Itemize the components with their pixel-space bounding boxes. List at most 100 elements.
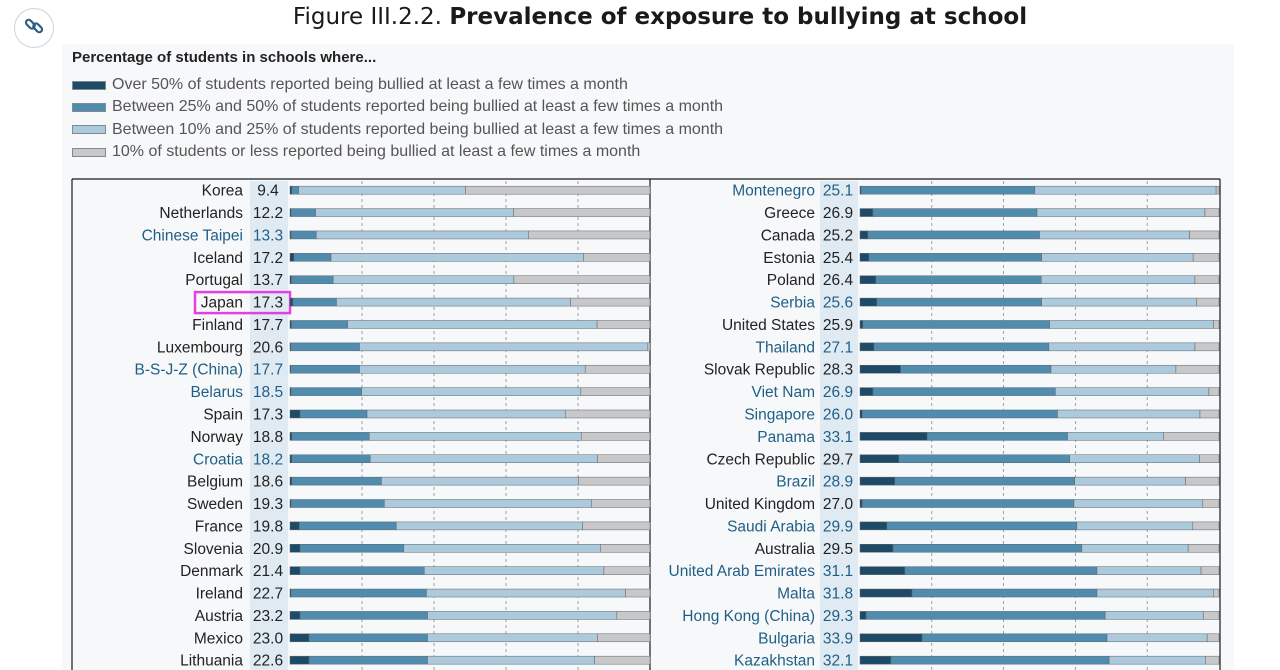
bar-segment	[616, 611, 651, 620]
country-label: Belarus	[190, 384, 243, 401]
value-label: 27.1	[823, 339, 853, 356]
bar-segment	[894, 476, 1075, 486]
bar-segment	[859, 208, 874, 217]
bar-segment	[1057, 409, 1201, 419]
bar-segment	[1163, 432, 1220, 441]
country-label: Estonia	[763, 250, 815, 267]
country-label: Panama	[757, 429, 815, 446]
bar-segment	[1073, 499, 1204, 508]
bar-segment	[427, 633, 598, 643]
country-label: Denmark	[180, 563, 243, 580]
bar-segment	[1206, 633, 1220, 643]
bar-segment	[316, 230, 529, 240]
country-label: Montenegro	[732, 183, 815, 200]
legend-label: Between 10% and 25% of students reported…	[112, 120, 724, 138]
bar-segment	[876, 297, 1042, 307]
country-label: Thailand	[756, 339, 815, 356]
value-label: 13.7	[253, 272, 283, 289]
bar-segment	[299, 521, 397, 531]
bar-segment	[875, 275, 1042, 284]
bar-segment	[1204, 208, 1220, 217]
country-label: Brazil	[776, 474, 815, 491]
country-label: Norway	[190, 429, 243, 446]
bar-segment	[427, 611, 618, 620]
bar-segment	[859, 275, 877, 284]
bar-segment	[289, 409, 301, 419]
value-label: 9.4	[257, 183, 279, 200]
bar-segment	[403, 544, 601, 553]
bar-segment	[292, 297, 337, 307]
legend-item-over-50: Over 50% of students reported being bull…	[72, 74, 723, 96]
bar-segment	[299, 409, 368, 419]
legend-label: 10% of students or less reported being b…	[112, 143, 641, 161]
country-label: Spain	[203, 406, 243, 423]
legend-item-25-50: Between 25% and 50% of students reported…	[72, 96, 723, 118]
bar-segment	[859, 387, 874, 396]
country-label: Ireland	[196, 586, 243, 603]
country-label: Netherlands	[159, 205, 243, 222]
bar-segment	[308, 655, 428, 665]
bar-segment	[330, 253, 584, 262]
bar-segment	[1199, 409, 1220, 419]
value-label: 22.6	[253, 653, 283, 670]
bar-segment	[865, 611, 1106, 620]
value-label: 13.3	[253, 227, 283, 244]
bar-segment	[1108, 655, 1206, 665]
bar-segment	[859, 499, 863, 508]
bar-segment	[859, 521, 888, 531]
bar-segment	[1194, 342, 1220, 352]
bar-segment	[596, 320, 651, 329]
value-label: 20.9	[253, 541, 283, 558]
bar-segment	[1041, 253, 1194, 262]
legend-item-10-25: Between 10% and 25% of students reported…	[72, 119, 723, 141]
bar-segment	[1175, 364, 1220, 374]
bar-segment	[1096, 588, 1214, 598]
bar-segment	[859, 364, 901, 374]
country-label: Singapore	[744, 406, 815, 423]
link-button[interactable]	[14, 8, 54, 48]
country-label: Korea	[202, 183, 244, 200]
bar-segment	[289, 185, 293, 195]
bar-segment	[424, 566, 605, 575]
value-label: 32.1	[823, 653, 853, 670]
value-label: 26.9	[823, 205, 853, 222]
country-label: Japan	[201, 295, 243, 312]
bar-segment	[868, 253, 1042, 262]
value-label: 25.6	[823, 295, 853, 312]
bar-segment	[872, 208, 1038, 217]
bar-segment	[289, 544, 301, 553]
bar-segment	[336, 297, 571, 307]
bar-segment	[291, 476, 382, 486]
bar-segment	[290, 208, 316, 217]
bar-segment	[859, 566, 906, 575]
bar-segment	[1202, 499, 1220, 508]
bar-segment	[859, 588, 913, 598]
bar-segment	[361, 387, 582, 396]
bar-segment	[1049, 320, 1214, 329]
bar-segment	[1036, 208, 1206, 217]
bar-segment	[291, 185, 299, 195]
bar-segment	[315, 208, 514, 217]
legend-label: Over 50% of students reported being bull…	[112, 76, 628, 94]
bar-segment	[366, 409, 567, 419]
country-label: Greece	[764, 205, 815, 222]
country-label: France	[195, 518, 243, 535]
bar-segment	[513, 275, 651, 284]
bar-segment	[859, 409, 863, 419]
value-label: 26.4	[823, 272, 854, 289]
bar-segment	[892, 544, 1083, 553]
value-label: 25.4	[823, 250, 854, 267]
bar-segment	[1076, 521, 1194, 531]
bar-segment	[578, 476, 651, 486]
bar-segment	[859, 655, 892, 665]
legend-label: Between 25% and 50% of students reported…	[112, 98, 724, 116]
bar-segment	[299, 611, 428, 620]
bar-segment	[900, 364, 1052, 374]
bar-segment	[1050, 364, 1177, 374]
value-label: 33.1	[823, 429, 853, 446]
bar-segment	[395, 521, 583, 531]
bar-segment	[528, 230, 651, 240]
legend-swatch	[72, 102, 106, 112]
bar-segment	[859, 432, 928, 441]
bar-segment	[890, 655, 1110, 665]
